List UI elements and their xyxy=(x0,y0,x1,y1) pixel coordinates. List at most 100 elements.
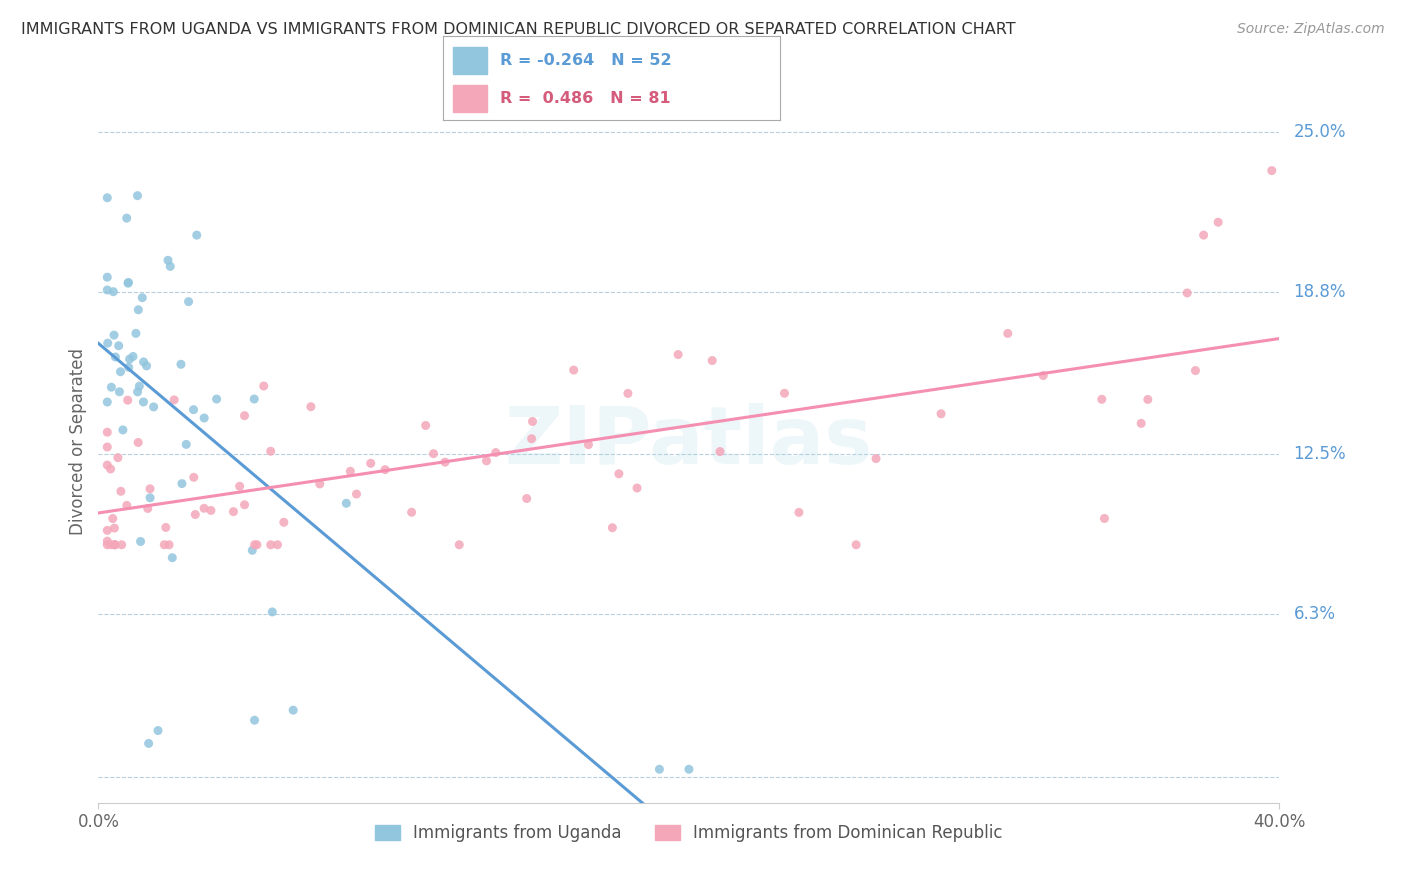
Point xyxy=(177,294,200,309)
Point xyxy=(520,432,543,446)
Point xyxy=(117,276,139,290)
Point xyxy=(1175,285,1198,300)
Point xyxy=(485,445,508,459)
Point xyxy=(174,437,197,451)
Point xyxy=(139,491,162,505)
Point xyxy=(449,538,471,552)
Point xyxy=(666,347,689,361)
Point xyxy=(678,762,700,776)
Point xyxy=(104,538,127,552)
Point xyxy=(283,703,305,717)
Point xyxy=(1136,392,1159,407)
Point xyxy=(127,435,149,450)
Text: ZIPatlas: ZIPatlas xyxy=(505,402,873,481)
Point xyxy=(260,444,283,458)
Point xyxy=(845,538,868,552)
Point xyxy=(516,491,538,506)
Point xyxy=(118,360,141,375)
Point xyxy=(233,409,256,423)
Text: 25.0%: 25.0% xyxy=(1294,123,1346,141)
Point xyxy=(127,188,149,202)
Point xyxy=(266,538,288,552)
Point xyxy=(607,467,630,481)
Point xyxy=(1261,163,1284,178)
Point xyxy=(135,359,157,373)
Point xyxy=(96,538,118,552)
Point xyxy=(100,380,122,394)
Point xyxy=(127,302,149,317)
Text: R = -0.264   N = 52: R = -0.264 N = 52 xyxy=(501,53,672,68)
Point xyxy=(155,520,177,534)
Point xyxy=(104,350,127,364)
Point xyxy=(997,326,1019,341)
Point xyxy=(1094,511,1116,525)
Point xyxy=(96,395,118,409)
Point xyxy=(1206,215,1229,229)
Point xyxy=(96,440,118,454)
Point xyxy=(1130,417,1153,431)
Point xyxy=(273,516,295,530)
Point xyxy=(100,462,122,476)
Point xyxy=(96,524,118,538)
Point xyxy=(522,415,544,429)
Point xyxy=(308,477,330,491)
Point xyxy=(475,454,498,468)
Point xyxy=(339,464,361,478)
Point xyxy=(103,285,125,299)
Point xyxy=(111,423,134,437)
Point xyxy=(433,455,456,469)
Point xyxy=(360,456,382,470)
Point xyxy=(170,476,193,491)
Point xyxy=(346,487,368,501)
Point xyxy=(253,379,276,393)
Point xyxy=(115,211,138,226)
Point xyxy=(1091,392,1114,407)
Point xyxy=(96,283,118,297)
Point xyxy=(107,339,129,353)
Point xyxy=(159,260,181,274)
Point xyxy=(1192,228,1215,243)
Point xyxy=(104,538,127,552)
Point xyxy=(787,505,810,519)
Point xyxy=(125,326,148,341)
Point xyxy=(127,384,149,399)
Point xyxy=(131,291,153,305)
Point xyxy=(184,508,207,522)
Point xyxy=(96,425,118,440)
Point xyxy=(246,538,269,552)
Point xyxy=(335,496,357,510)
Point xyxy=(108,384,131,399)
Point xyxy=(243,713,266,727)
Point xyxy=(100,538,122,552)
Text: 12.5%: 12.5% xyxy=(1294,445,1346,464)
Point xyxy=(183,402,205,417)
Point xyxy=(118,352,141,367)
Point xyxy=(136,501,159,516)
Point xyxy=(602,521,624,535)
Text: 18.8%: 18.8% xyxy=(1294,283,1346,301)
Point xyxy=(97,336,120,351)
Point xyxy=(139,482,162,496)
Text: 6.3%: 6.3% xyxy=(1294,606,1336,624)
Point xyxy=(617,386,640,401)
Point xyxy=(170,357,193,371)
Point xyxy=(200,503,222,517)
Y-axis label: Divorced or Separated: Divorced or Separated xyxy=(69,348,87,535)
Point xyxy=(103,521,125,535)
Point xyxy=(96,458,118,472)
Text: R =  0.486   N = 81: R = 0.486 N = 81 xyxy=(501,91,671,106)
Point xyxy=(415,418,437,433)
Point xyxy=(299,400,322,414)
Point xyxy=(129,534,152,549)
Point xyxy=(702,353,724,368)
Bar xyxy=(453,85,486,112)
Point xyxy=(156,253,179,268)
Point xyxy=(157,538,180,552)
Point xyxy=(422,447,444,461)
Text: IMMIGRANTS FROM UGANDA VS IMMIGRANTS FROM DOMINICAN REPUBLIC DIVORCED OR SEPARAT: IMMIGRANTS FROM UGANDA VS IMMIGRANTS FRO… xyxy=(21,22,1015,37)
Point xyxy=(111,538,134,552)
Point xyxy=(626,481,648,495)
Point xyxy=(233,498,256,512)
Point xyxy=(96,534,118,549)
Point xyxy=(240,543,263,558)
